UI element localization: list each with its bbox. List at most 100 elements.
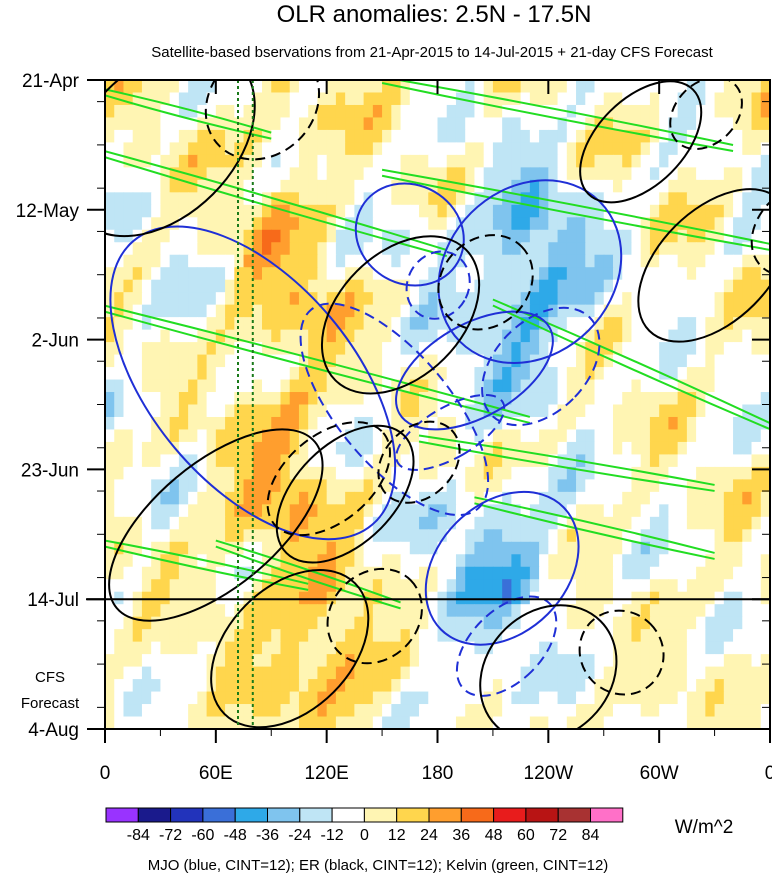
heatmap-cell <box>640 329 651 343</box>
heatmap-cell <box>391 292 402 306</box>
heatmap-cell <box>705 292 716 306</box>
heatmap-cell <box>640 317 651 331</box>
heatmap-cell <box>308 654 319 668</box>
heatmap-cell <box>428 379 439 393</box>
heatmap-cell <box>612 516 623 530</box>
heatmap-cell <box>557 454 568 468</box>
heatmap-cell <box>612 629 623 643</box>
heatmap-cell <box>326 679 337 693</box>
heatmap-cell <box>345 192 355 206</box>
heatmap-cell <box>400 466 411 480</box>
heatmap-cell <box>326 691 337 705</box>
heatmap-cell <box>520 629 531 643</box>
heatmap-cell <box>409 304 420 318</box>
colorbar-swatch <box>557 807 592 823</box>
heatmap-cell <box>382 254 392 268</box>
heatmap-cell <box>280 317 291 331</box>
heatmap-cell <box>539 666 549 680</box>
heatmap-cell <box>252 654 263 668</box>
heatmap-cell <box>437 154 448 168</box>
heatmap-cell <box>428 516 439 530</box>
heatmap-cell <box>446 304 457 318</box>
heatmap-cell <box>686 629 697 643</box>
heatmap-cell <box>105 154 115 168</box>
heatmap-cell <box>492 579 503 593</box>
heatmap-cell <box>335 104 346 119</box>
heatmap-cell <box>363 304 374 318</box>
heatmap-cell <box>243 192 254 206</box>
heatmap-cell <box>511 679 522 693</box>
heatmap-cell <box>733 566 743 580</box>
heatmap-cell <box>372 479 383 493</box>
heatmap-cell <box>465 691 476 705</box>
heatmap-cell <box>640 479 651 493</box>
heatmap-cell <box>363 242 374 256</box>
heatmap-cell <box>169 716 180 729</box>
heatmap-cell <box>114 654 125 668</box>
heatmap-cell <box>252 616 263 630</box>
heatmap-cell <box>733 379 743 393</box>
heatmap-cell <box>419 367 429 381</box>
heatmap-cell <box>400 554 411 568</box>
heatmap-cell <box>363 217 374 231</box>
heatmap-cell <box>178 179 189 193</box>
heatmap-cell <box>474 429 485 443</box>
heatmap-cell <box>733 154 743 168</box>
heatmap-cell <box>243 641 254 655</box>
heatmap-cell <box>612 154 623 168</box>
heatmap-cell <box>437 516 448 530</box>
er-contour-negative <box>204 80 321 161</box>
heatmap-cell <box>169 229 180 243</box>
heatmap-cell <box>409 92 420 106</box>
heatmap-cell <box>649 367 660 381</box>
heatmap-cell <box>566 579 577 593</box>
heatmap-cell <box>197 379 208 393</box>
heatmap-cell <box>262 404 272 418</box>
heatmap-cell <box>566 279 577 293</box>
heatmap-cell <box>751 292 762 306</box>
heatmap-cell <box>372 392 383 406</box>
heatmap-cell <box>566 691 577 705</box>
heatmap-cell <box>225 679 235 693</box>
heatmap-cell <box>455 342 466 356</box>
heatmap-cell <box>511 541 522 555</box>
heatmap-cell <box>409 404 420 418</box>
heatmap-cell <box>243 267 254 281</box>
heatmap-cell <box>280 604 291 618</box>
heatmap-cell <box>760 392 770 406</box>
heatmap-cell <box>363 354 374 368</box>
heatmap-cell <box>262 491 272 505</box>
heatmap-cell <box>354 416 365 431</box>
heatmap-cell <box>640 704 651 718</box>
heatmap-cell <box>520 167 531 181</box>
heatmap-cell <box>178 629 189 643</box>
heatmap-cell <box>151 616 162 630</box>
heatmap-cell <box>298 179 309 193</box>
heatmap-cell <box>723 92 734 106</box>
heatmap-cell <box>437 716 448 729</box>
heatmap-cell <box>760 254 770 268</box>
x-tick-label: 180 <box>422 763 454 784</box>
heatmap-cell <box>372 379 383 393</box>
heatmap-cell <box>677 392 688 406</box>
heatmap-cell <box>723 441 734 456</box>
heatmap-cell <box>280 179 291 193</box>
heatmap-cell <box>409 342 420 356</box>
heatmap-cell <box>105 491 115 505</box>
heatmap-cell <box>742 279 753 293</box>
heatmap-cell <box>105 554 115 568</box>
heatmap-cell <box>751 192 762 206</box>
heatmap-cell <box>289 254 300 268</box>
heatmap-cell <box>603 329 614 343</box>
heatmap-cell <box>372 342 383 356</box>
heatmap-cell <box>317 691 328 705</box>
heatmap-cell <box>696 204 706 218</box>
heatmap-cell <box>502 679 512 693</box>
heatmap-cell <box>382 691 392 705</box>
heatmap-cell <box>483 342 494 356</box>
colorbar-tick-label: -24 <box>288 827 311 844</box>
heatmap-cell <box>197 441 208 456</box>
heatmap-cell <box>511 104 522 119</box>
heatmap-cell <box>566 129 577 143</box>
heatmap-cell <box>529 92 540 106</box>
